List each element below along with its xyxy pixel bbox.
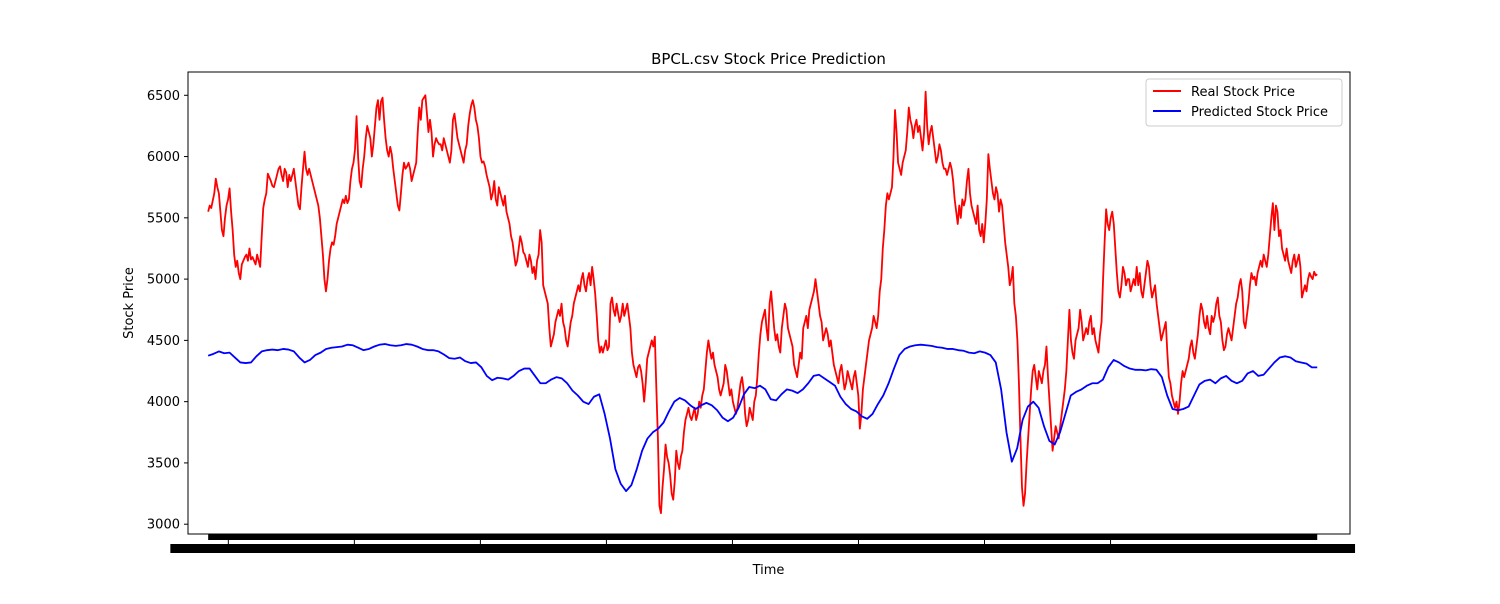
plot-frame (187, 71, 1351, 535)
y-tick-label: 5500 (147, 211, 180, 226)
y-tick-label: 3500 (147, 456, 180, 471)
y-tick-label: 6500 (147, 89, 180, 104)
y-axis-label: Stock Price (122, 267, 137, 339)
legend-label-real: Real Stock Price (1191, 85, 1295, 100)
y-tick-label: 6000 (147, 150, 180, 165)
chart-title: BPCL.csv Stock Price Prediction (651, 50, 886, 68)
y-tick-label: 3000 (147, 518, 180, 533)
x-tick-label-band (170, 544, 1356, 553)
legend-label-predicted: Predicted Stock Price (1191, 105, 1328, 120)
x-tick-band (208, 534, 1318, 540)
series-line-0 (207, 90, 1318, 515)
x-axis-label: Time (752, 563, 785, 578)
legend-frame (1145, 78, 1343, 127)
series-line-1 (207, 343, 1318, 493)
y-tick-label: 4500 (147, 334, 180, 349)
y-tick-label: 5000 (147, 273, 180, 288)
y-tick-label: 4000 (147, 395, 180, 410)
legend: Real Stock Price Predicted Stock Price (1145, 78, 1343, 127)
series-lines (207, 90, 1318, 515)
x-axis (170, 534, 1356, 553)
y-axis: 3000 3500 4000 4500 5000 5500 6000 6500 (147, 89, 188, 533)
